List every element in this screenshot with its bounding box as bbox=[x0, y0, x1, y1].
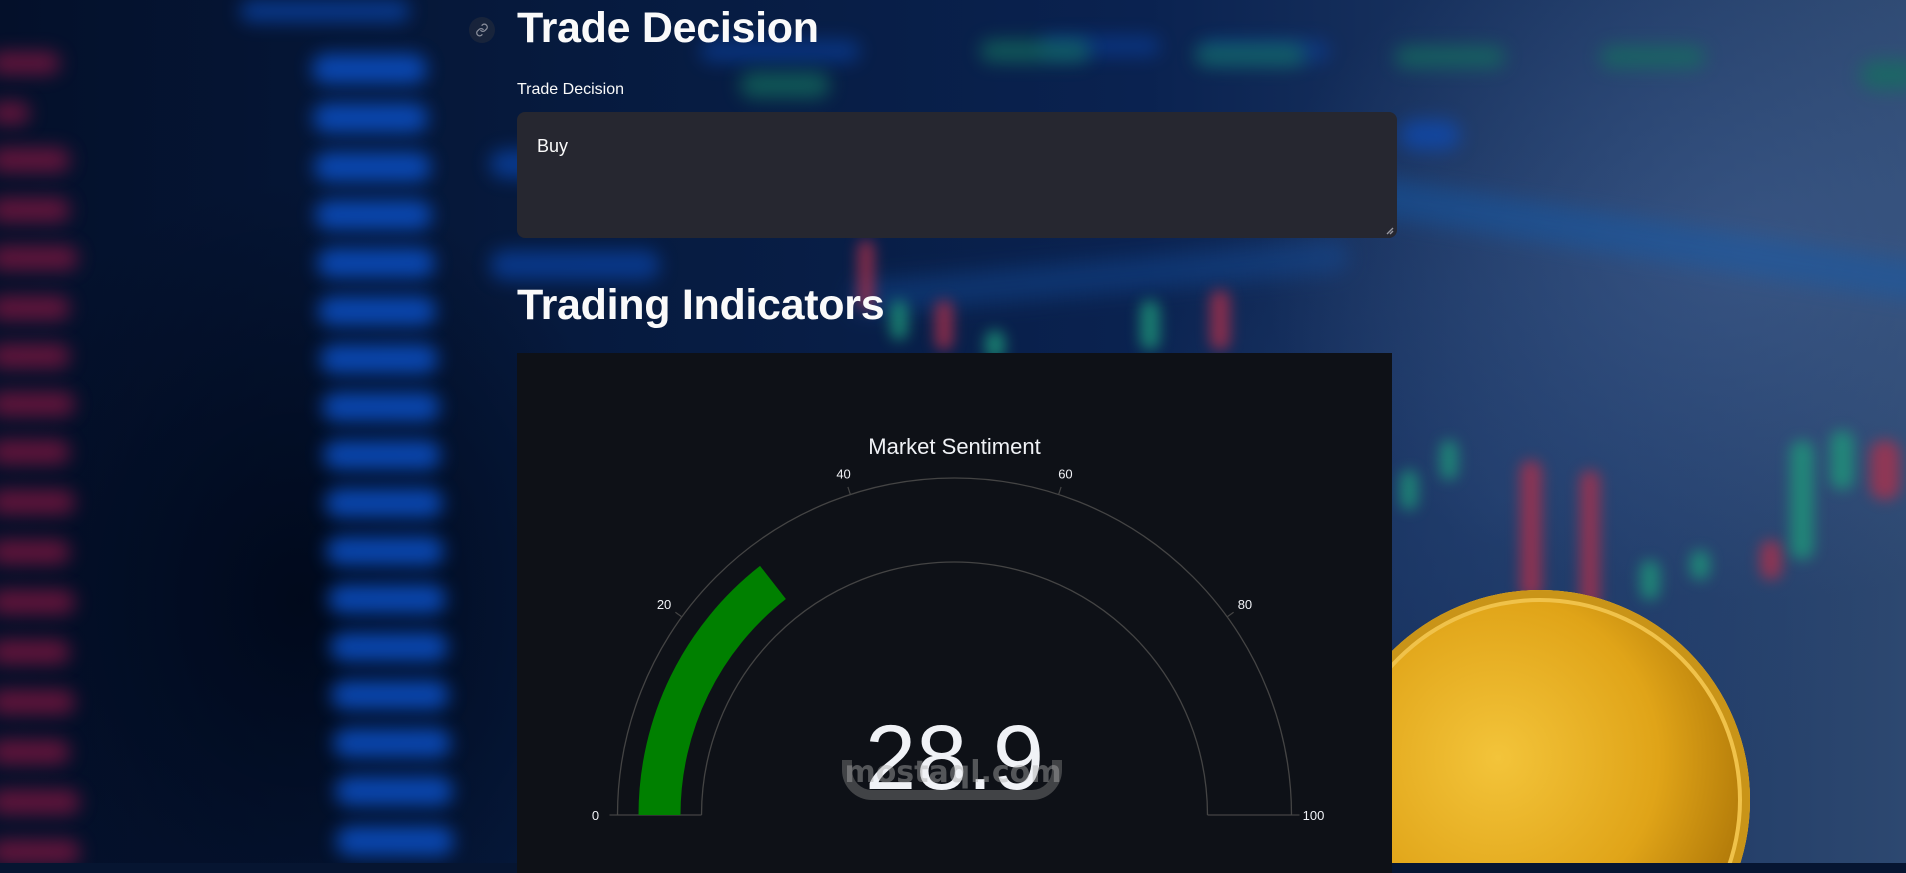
gauge-value: 28.9 bbox=[865, 707, 1044, 809]
market-sentiment-gauge-chart[interactable]: Market Sentiment 0 20 40 60 80 100 28.9 bbox=[517, 353, 1392, 873]
trade-decision-value: Buy bbox=[537, 136, 569, 156]
trading-indicators-heading: Trading Indicators bbox=[517, 281, 885, 329]
gauge-tick-label: 20 bbox=[657, 597, 671, 612]
trade-decision-textarea[interactable]: Buy bbox=[517, 112, 1397, 238]
gauge-tick-label: 40 bbox=[836, 467, 850, 482]
trade-decision-label: Trade Decision bbox=[517, 81, 625, 98]
gauge-tick-label: 100 bbox=[1303, 808, 1325, 823]
trade-decision-heading: Trade Decision bbox=[517, 4, 819, 52]
gauge-inner-arc bbox=[700, 561, 1209, 816]
link-icon[interactable] bbox=[469, 17, 495, 43]
gauge-value-bar bbox=[638, 565, 786, 815]
gauge-title: Market Sentiment bbox=[868, 434, 1040, 459]
gauge-axis-ticks: 0 20 40 60 80 100 bbox=[592, 467, 1324, 823]
gauge-outer-arc bbox=[616, 477, 1293, 816]
gauge-tick-label: 0 bbox=[592, 808, 599, 823]
gauge-tick-label: 60 bbox=[1058, 467, 1072, 482]
resize-handle-icon[interactable] bbox=[1386, 227, 1394, 235]
gauge-tick-label: 80 bbox=[1238, 597, 1252, 612]
